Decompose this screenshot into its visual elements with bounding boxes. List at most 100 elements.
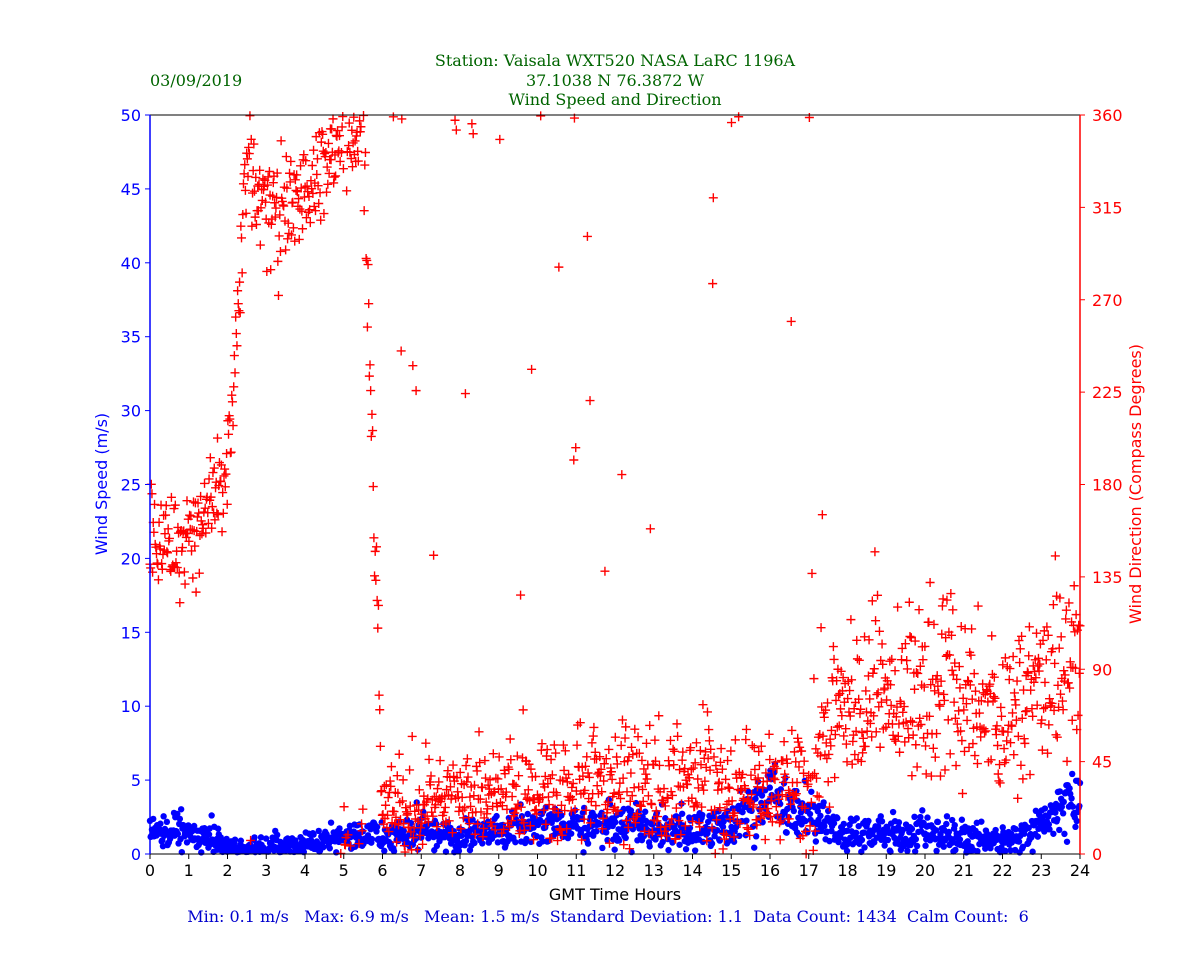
direction-point: [915, 661, 925, 671]
direction-point: [800, 826, 810, 836]
speed-point: [678, 810, 686, 817]
direction-point: [276, 136, 286, 146]
direction-point: [946, 589, 956, 599]
direction-point: [956, 726, 966, 736]
direction-point: [543, 779, 553, 789]
direction-point: [869, 711, 879, 721]
direction-point: [926, 771, 936, 781]
direction-point: [363, 260, 373, 270]
direction-point: [618, 773, 628, 783]
direction-point: [730, 808, 740, 818]
right-tick-label: 135: [1092, 568, 1123, 587]
speed-point: [828, 827, 835, 835]
direction-point: [251, 219, 261, 229]
direction-point: [945, 650, 955, 660]
direction-point: [313, 181, 323, 191]
direction-point: [819, 712, 829, 722]
direction-point: [175, 598, 185, 608]
speed-point: [958, 816, 966, 823]
direction-point: [726, 746, 736, 756]
direction-point: [288, 197, 298, 207]
direction-point: [266, 265, 276, 275]
right-tick-label: 270: [1092, 291, 1123, 310]
direction-point: [1024, 651, 1034, 661]
direction-point: [281, 245, 291, 255]
direction-point: [781, 791, 791, 801]
x-tick-label: 8: [455, 861, 465, 880]
direction-point: [193, 498, 203, 508]
direction-point: [231, 329, 241, 339]
speed-point: [952, 846, 959, 854]
direction-point: [571, 786, 581, 796]
direction-point: [803, 779, 813, 789]
direction-point: [1037, 715, 1047, 725]
direction-point: [1041, 655, 1051, 665]
direction-point: [354, 839, 364, 849]
direction-point: [496, 784, 506, 794]
direction-point: [264, 166, 274, 176]
direction-point: [557, 830, 567, 840]
direction-point: [220, 482, 230, 492]
direction-point: [424, 754, 434, 764]
direction-point: [691, 738, 701, 748]
direction-point: [947, 665, 957, 675]
direction-point: [968, 739, 978, 749]
direction-point: [335, 131, 345, 141]
direction-point: [497, 801, 507, 811]
speed-point: [274, 831, 281, 839]
direction-point: [620, 733, 630, 743]
direction-point: [814, 792, 824, 802]
direction-point: [952, 674, 962, 684]
speed-point: [858, 836, 866, 844]
direction-point: [469, 791, 479, 801]
direction-point: [867, 596, 877, 606]
direction-point: [1002, 736, 1012, 746]
direction-point: [686, 743, 696, 753]
direction-point: [171, 558, 181, 568]
direction-point: [893, 731, 903, 741]
direction-point: [375, 741, 385, 751]
direction-point: [429, 550, 439, 560]
direction-point: [312, 154, 322, 164]
direction-point: [232, 341, 242, 351]
direction-point: [559, 765, 569, 775]
direction-point: [698, 700, 708, 710]
direction-point: [274, 290, 283, 300]
direction-point: [630, 724, 640, 734]
direction-point: [426, 771, 436, 781]
direction-point: [854, 694, 864, 704]
speed-point: [843, 847, 851, 855]
direction-point: [578, 771, 588, 781]
direction-point: [272, 168, 282, 178]
direction-point: [161, 501, 171, 511]
direction-point: [878, 659, 888, 669]
direction-point: [772, 763, 782, 773]
direction-point: [360, 160, 370, 170]
direction-point: [418, 839, 428, 849]
speed-point: [956, 836, 964, 843]
direction-point: [1018, 774, 1028, 784]
direction-point: [468, 129, 478, 139]
direction-point: [696, 760, 706, 770]
direction-point: [885, 680, 895, 690]
direction-point: [388, 112, 398, 122]
speed-point: [1073, 817, 1080, 825]
direction-point: [233, 286, 243, 296]
direction-point: [460, 803, 470, 813]
direction-point: [753, 773, 763, 783]
direction-point: [861, 686, 871, 696]
speed-point: [237, 837, 245, 844]
direction-point: [589, 722, 599, 732]
right-tick-label: 315: [1092, 198, 1123, 217]
direction-point: [599, 776, 609, 786]
direction-point: [697, 802, 707, 812]
direction-point: [153, 575, 163, 585]
direction-point: [816, 623, 826, 633]
direction-point: [364, 299, 374, 309]
direction-point: [345, 147, 355, 157]
direction-point: [581, 805, 591, 815]
direction-point: [817, 510, 827, 520]
direction-point: [373, 623, 383, 633]
direction-point: [1035, 659, 1045, 669]
direction-point: [857, 728, 867, 738]
